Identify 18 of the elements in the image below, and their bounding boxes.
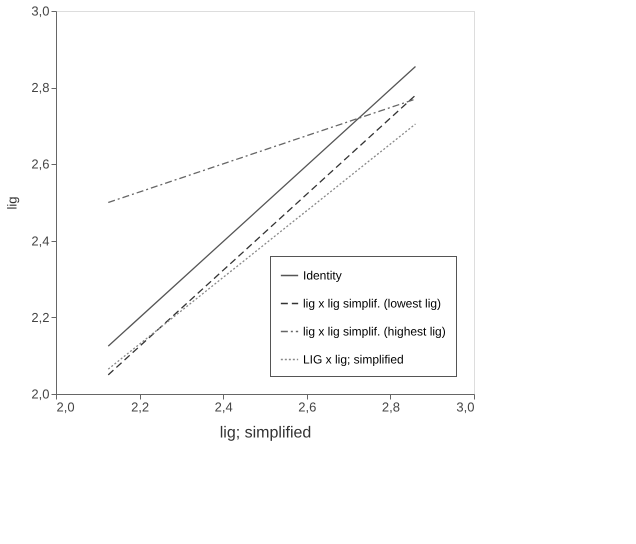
y-tick-label: 2,0 — [31, 386, 50, 402]
legend-label: LIG x lig; simplified — [303, 352, 404, 366]
x-tick-label: 3,0 — [456, 400, 474, 414]
y-tick-label: 2,4 — [31, 233, 50, 248]
x-tick-label: 2,8 — [382, 400, 400, 414]
legend-label: lig x lig simplif. (highest lig) — [303, 324, 446, 338]
x-tick-label: 2,0 — [56, 400, 75, 414]
x-axis-title: lig; simplified — [220, 424, 312, 442]
y-tick-label: 3,0 — [31, 4, 50, 18]
y-axis-title: lig — [4, 196, 20, 210]
legend-label: lig x lig simplif. (lowest lig) — [303, 296, 442, 310]
x-tick-label: 2,6 — [298, 400, 316, 414]
y-tick-label: 2,6 — [31, 156, 50, 172]
x-tick-label: 2,2 — [131, 400, 150, 414]
y-tick-label: 2,8 — [31, 80, 50, 96]
legend-label: Identity — [303, 268, 342, 282]
x-tick-label: 2,4 — [214, 400, 233, 414]
y-tick-label: 2,2 — [31, 310, 50, 325]
